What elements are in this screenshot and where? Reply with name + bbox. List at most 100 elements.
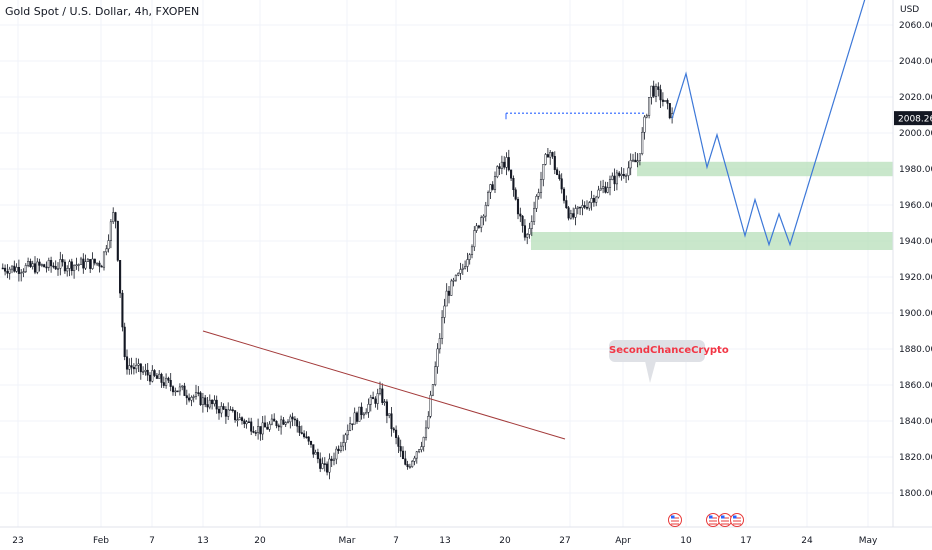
candle-body bbox=[20, 272, 23, 274]
candle-body bbox=[291, 416, 294, 420]
candle-body bbox=[309, 441, 313, 445]
candle-body bbox=[289, 416, 292, 423]
candle-body bbox=[59, 259, 62, 269]
candle-body bbox=[388, 413, 391, 416]
candle-body bbox=[40, 264, 43, 266]
time-tick-label: 17 bbox=[740, 536, 751, 546]
candle-body bbox=[358, 406, 361, 422]
candle-body bbox=[1, 267, 4, 270]
candle-body bbox=[500, 161, 503, 169]
candle-body bbox=[319, 458, 322, 469]
us-flag-icon[interactable] bbox=[730, 513, 744, 527]
candle-body bbox=[323, 463, 326, 465]
candle-body bbox=[519, 213, 522, 217]
candle-body bbox=[477, 225, 480, 228]
candle-body bbox=[604, 186, 607, 193]
candle-body bbox=[445, 290, 448, 307]
candle-body bbox=[507, 157, 510, 171]
candle-body bbox=[447, 290, 451, 296]
candle-body bbox=[464, 266, 467, 269]
candle-body bbox=[496, 166, 499, 177]
candle-body bbox=[367, 404, 370, 413]
time-tick-label: 20 bbox=[499, 536, 511, 546]
candle-body bbox=[664, 100, 667, 102]
candle-body bbox=[565, 200, 568, 208]
candle-body bbox=[119, 260, 122, 294]
price-tick-label: 1840.00 bbox=[899, 417, 932, 427]
candle-body bbox=[346, 430, 349, 436]
candle-body bbox=[429, 394, 432, 417]
candle-body bbox=[537, 192, 540, 197]
candle-body bbox=[43, 264, 46, 268]
price-tick-label: 2060.00 bbox=[899, 21, 932, 31]
candle-body bbox=[128, 365, 131, 370]
candle-body bbox=[399, 446, 402, 452]
candle-body bbox=[652, 85, 655, 97]
candle-body bbox=[418, 449, 421, 453]
time-tick-label: 13 bbox=[197, 536, 208, 546]
candle-body bbox=[227, 409, 230, 417]
candle-body bbox=[353, 412, 356, 425]
candle-body bbox=[199, 392, 202, 406]
candle-body bbox=[321, 463, 324, 469]
time-tick-label: 10 bbox=[680, 536, 692, 546]
time-tick-label: 20 bbox=[254, 536, 266, 546]
candle-body bbox=[372, 397, 375, 400]
candle-body bbox=[176, 390, 179, 393]
candle-body bbox=[480, 217, 483, 228]
candle-body bbox=[546, 154, 549, 158]
candle-body bbox=[213, 399, 216, 405]
candle-body bbox=[385, 401, 388, 416]
price-tick-label: 1880.00 bbox=[899, 345, 932, 355]
price-tick-label: 2020.00 bbox=[899, 93, 932, 103]
candle-body bbox=[100, 265, 103, 268]
callout-label[interactable]: SecondChanceCrypto bbox=[609, 340, 729, 362]
candle-body bbox=[473, 230, 476, 248]
candle-body bbox=[132, 366, 135, 370]
candle-body bbox=[155, 375, 158, 379]
candle-body bbox=[521, 215, 524, 226]
candle-body bbox=[484, 204, 487, 217]
candle-body bbox=[254, 432, 257, 434]
candle-body bbox=[204, 397, 207, 405]
us-flag-icon[interactable] bbox=[668, 513, 682, 527]
support-zone-lower-support bbox=[531, 232, 893, 250]
candle-body bbox=[114, 212, 117, 222]
candle-body bbox=[574, 208, 577, 218]
candle-body bbox=[250, 421, 253, 432]
candle-body bbox=[597, 189, 600, 198]
candle-body bbox=[280, 419, 283, 428]
candle-body bbox=[160, 373, 163, 383]
candle-body bbox=[130, 365, 133, 368]
candle-body bbox=[328, 458, 331, 473]
candle-body bbox=[355, 412, 359, 422]
candle-body bbox=[415, 451, 418, 459]
candle-body bbox=[79, 258, 83, 265]
candle-body bbox=[50, 260, 53, 267]
candle-body bbox=[15, 266, 18, 272]
candle-body bbox=[190, 397, 193, 401]
candle-body bbox=[390, 413, 393, 429]
candle-body bbox=[335, 448, 338, 460]
candle-body bbox=[17, 266, 20, 274]
candle-body bbox=[567, 207, 570, 219]
candle-body bbox=[592, 198, 595, 203]
candle-body bbox=[505, 157, 508, 168]
candle-body bbox=[6, 270, 9, 274]
candle-body bbox=[284, 422, 287, 425]
candle-body bbox=[102, 251, 106, 268]
candle-body bbox=[503, 161, 506, 168]
candle-body bbox=[243, 420, 246, 425]
candle-body bbox=[245, 421, 248, 425]
candle-body bbox=[326, 463, 329, 473]
candle-body bbox=[569, 213, 572, 219]
us-flag-icon[interactable] bbox=[718, 513, 732, 527]
candle-body bbox=[93, 258, 96, 264]
us-flag-icon[interactable] bbox=[706, 513, 720, 527]
candle-body bbox=[261, 422, 264, 435]
candle-body bbox=[188, 397, 191, 401]
current-price-badge bbox=[894, 111, 932, 126]
candle-body bbox=[376, 393, 379, 404]
